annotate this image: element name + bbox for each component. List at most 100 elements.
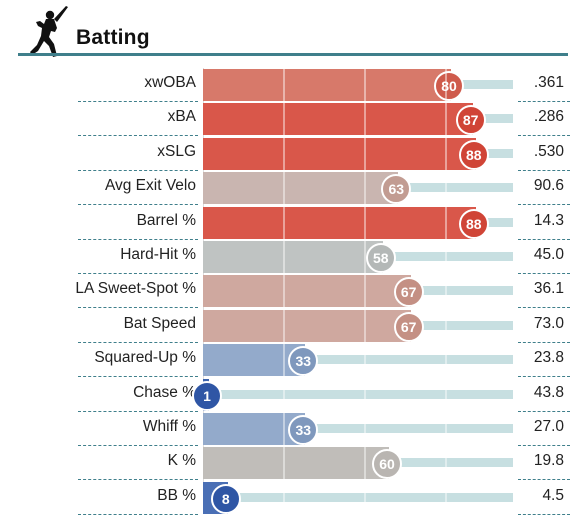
percentile-bubble: 88 <box>458 139 489 170</box>
metric-row: K % 60 19.8 <box>0 446 586 481</box>
metric-value: 43.8 <box>533 383 564 401</box>
row-divider <box>78 204 198 206</box>
metric-label: xBA <box>167 108 196 126</box>
metric-label: Avg Exit Velo <box>104 177 196 195</box>
metric-row: Bat Speed 67 73.0 <box>0 309 586 343</box>
metric-row: Whiff % 33 27.0 <box>0 412 586 446</box>
row-divider-right <box>518 273 570 274</box>
metric-label: K % <box>167 452 196 470</box>
percentile-bar <box>203 137 476 170</box>
metric-value: .530 <box>533 142 564 160</box>
row-divider <box>78 169 198 171</box>
percentile-bubble: 33 <box>288 346 319 377</box>
metric-label: xwOBA <box>144 74 196 91</box>
row-divider-right <box>518 410 570 412</box>
metric-value: 19.8 <box>533 452 564 470</box>
percentile-bubble: 58 <box>365 243 396 273</box>
percentile-bubble: 67 <box>393 311 424 342</box>
row-divider <box>78 410 198 412</box>
metric-label: Squared-Up % <box>94 349 196 367</box>
gridline-75 <box>445 68 447 513</box>
metric-label: Whiff % <box>142 418 196 435</box>
row-divider-right <box>518 101 570 102</box>
metric-row: BB % 8 4.5 <box>0 481 586 515</box>
row-divider <box>78 238 198 240</box>
percentile-bubble: 63 <box>381 174 412 205</box>
row-divider <box>78 135 198 137</box>
gridline-25 <box>283 68 285 513</box>
percentile-bubble: 60 <box>372 449 402 480</box>
metric-value: 73.0 <box>533 314 564 332</box>
percentile-bar <box>203 275 411 308</box>
row-divider <box>78 513 198 515</box>
batter-icon <box>30 6 68 57</box>
row-divider-right <box>518 204 570 206</box>
row-divider <box>78 341 198 343</box>
row-divider-right <box>518 169 570 171</box>
percentile-track <box>203 355 513 365</box>
metric-label: xSLG <box>157 142 196 160</box>
percentile-bubble: 33 <box>288 415 319 445</box>
percentile-bubble: 87 <box>455 105 486 136</box>
percentile-bubble: 80 <box>434 71 464 101</box>
row-divider-right <box>518 341 570 343</box>
metric-label: Chase % <box>133 383 196 401</box>
metric-value: 27.0 <box>533 418 564 435</box>
percentile-bar <box>203 103 473 136</box>
title-divider <box>18 53 568 56</box>
metric-label: Barrel % <box>136 211 196 229</box>
section-header: Batting <box>18 0 568 58</box>
row-divider <box>78 376 198 378</box>
percentile-bubble: 8 <box>210 483 241 514</box>
percentile-bubble: 88 <box>458 208 489 239</box>
row-divider-right <box>518 376 570 378</box>
metric-row: Barrel % 88 14.3 <box>0 206 586 240</box>
percentile-bar <box>203 241 383 273</box>
percentile-bar <box>203 309 411 342</box>
row-divider <box>78 307 198 309</box>
percentile-bar <box>203 172 399 205</box>
metric-value: 23.8 <box>533 349 564 367</box>
row-divider-right <box>518 513 570 515</box>
row-divider <box>78 479 198 481</box>
percentile-bar <box>203 447 389 480</box>
percentile-track <box>203 424 513 433</box>
metric-row: xSLG 88 .530 <box>0 137 586 171</box>
metric-value: .361 <box>533 74 564 91</box>
row-divider <box>78 101 198 102</box>
row-divider-right <box>518 307 570 309</box>
metric-value: .286 <box>533 108 564 126</box>
percentile-track <box>203 492 513 502</box>
gridline-50 <box>364 68 366 513</box>
metric-row: Hard-Hit % 58 45.0 <box>0 240 586 274</box>
row-divider-right <box>518 238 570 240</box>
metric-value: 14.3 <box>533 211 564 229</box>
row-divider-right <box>518 135 570 137</box>
metric-row: xwOBA 80 .361 <box>0 68 586 102</box>
metric-row: Squared-Up % 33 23.8 <box>0 343 586 378</box>
metric-value: 90.6 <box>533 177 564 195</box>
metric-row: LA Sweet-Spot % 67 36.1 <box>0 274 586 309</box>
metric-label: Bat Speed <box>123 314 196 332</box>
row-divider <box>78 273 198 274</box>
metric-value: 4.5 <box>542 486 564 504</box>
percentile-track <box>203 389 513 399</box>
percentile-bar <box>203 206 476 239</box>
metric-label: LA Sweet-Spot % <box>75 280 196 298</box>
metric-label: Hard-Hit % <box>120 246 196 263</box>
metric-row: Avg Exit Velo 63 90.6 <box>0 171 586 206</box>
percentile-bar <box>203 344 306 377</box>
metric-value: 45.0 <box>533 246 564 263</box>
row-divider <box>78 445 198 446</box>
row-divider-right <box>518 445 570 446</box>
percentile-bar <box>203 69 451 101</box>
percentile-bubble: 1 <box>192 380 222 411</box>
section-title: Batting <box>76 26 150 49</box>
percentile-bar <box>203 413 306 445</box>
metric-label: BB % <box>157 486 196 504</box>
metric-value: 36.1 <box>533 280 564 298</box>
row-divider-right <box>518 479 570 481</box>
metric-row: Chase % 1 43.8 <box>0 378 586 412</box>
metric-row: xBA 87 .286 <box>0 102 586 137</box>
percentile-bubble: 67 <box>393 277 424 308</box>
